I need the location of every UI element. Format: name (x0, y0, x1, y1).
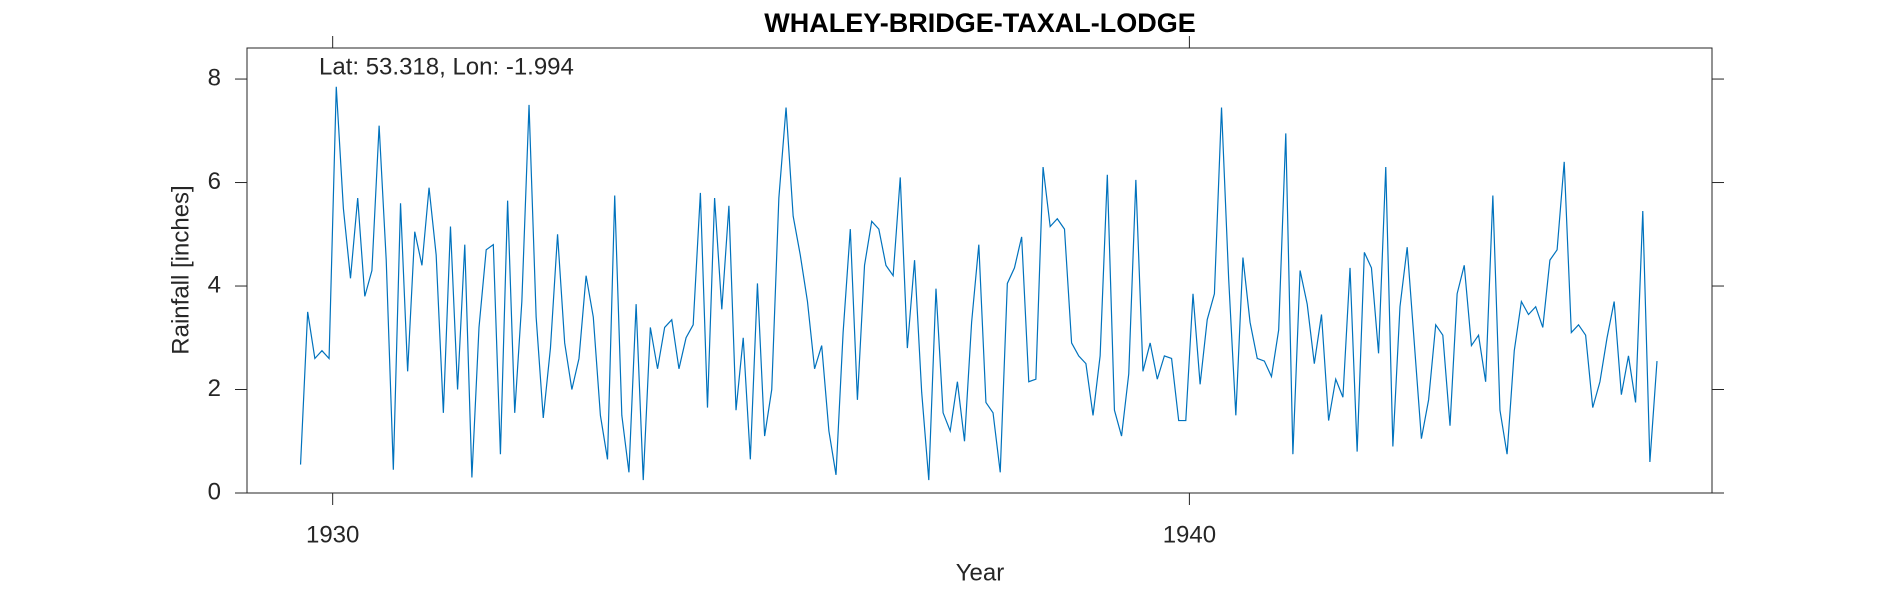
y-tick-label: 6 (208, 168, 221, 195)
chart-title: WHALEY-BRIDGE-TAXAL-LODGE (764, 8, 1195, 38)
y-tick-label: 8 (208, 64, 221, 91)
x-axis-label: Year (956, 559, 1005, 586)
y-axis-label: Rainfall [inches] (167, 185, 194, 354)
y-tick-label: 0 (208, 478, 221, 505)
y-tick-label: 2 (208, 375, 221, 402)
x-tick-label: 1930 (306, 521, 359, 548)
y-tick-label: 4 (208, 271, 221, 298)
annotation: Lat: 53.318, Lon: -1.994 (319, 53, 574, 80)
data-line (299, 86, 1658, 481)
plot-frame (246, 47, 1713, 494)
x-tick-label: 1940 (1163, 521, 1216, 548)
